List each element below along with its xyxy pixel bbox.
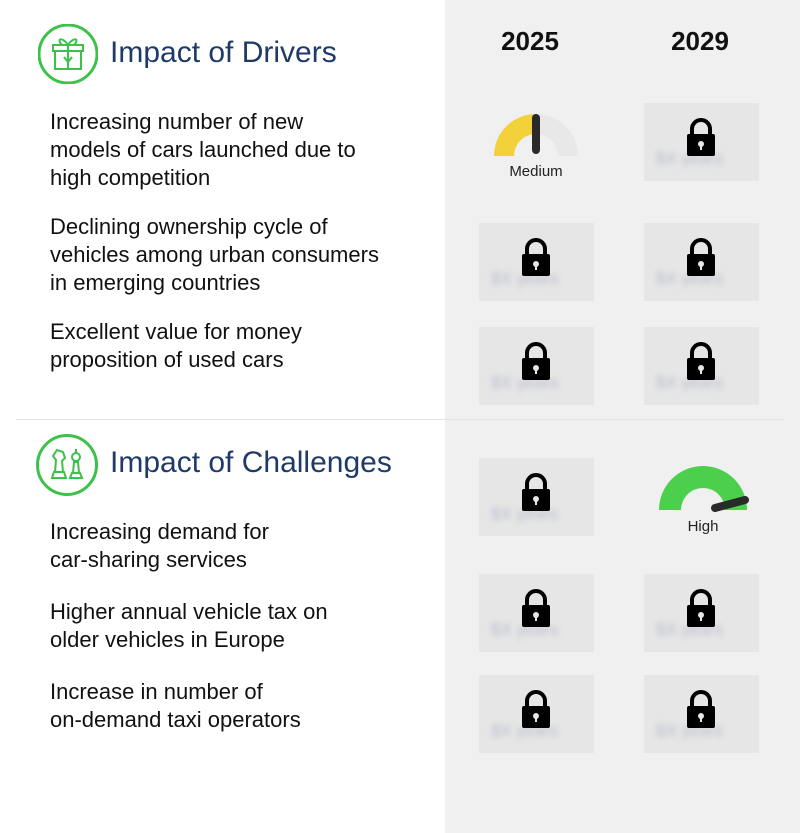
challenge-row-2-label: Higher annual vehicle tax on older vehic… <box>50 599 328 652</box>
lock-icon <box>687 118 715 156</box>
lock-icon <box>687 238 715 276</box>
driver-row-1-label: Increasing number of new models of cars … <box>50 109 356 190</box>
lock-icon <box>522 342 550 380</box>
locked-cell[interactable]: $X years <box>479 574 594 652</box>
locked-cell[interactable]: $X years <box>644 675 759 753</box>
challenge-row-1-label: Increasing demand for car-sharing servic… <box>50 519 269 572</box>
lock-icon <box>687 342 715 380</box>
challenges-title: Impact of Challenges <box>110 446 392 479</box>
lock-icon <box>687 589 715 627</box>
driver-row-3-label: Excellent value for money proposition of… <box>50 319 302 372</box>
impact-gauge-medium: Medium <box>486 110 586 190</box>
locked-cell[interactable]: $X years <box>644 223 759 301</box>
locked-cell[interactable]: $X years <box>479 675 594 753</box>
lock-icon <box>522 473 550 511</box>
locked-cell[interactable]: $X years <box>644 103 759 181</box>
chess-pieces-icon <box>36 434 98 496</box>
lock-icon <box>522 589 550 627</box>
locked-cell[interactable]: $X years <box>644 327 759 405</box>
lock-icon <box>687 690 715 728</box>
section-divider <box>16 419 784 420</box>
locked-cell[interactable]: $X years <box>479 223 594 301</box>
gauge-label-medium: Medium <box>509 163 563 180</box>
gauge-label-high: High <box>687 518 719 535</box>
year-header-2029: 2029 <box>671 26 729 56</box>
impact-gauge-high: High <box>653 464 753 544</box>
locked-cell[interactable]: $X years <box>479 327 594 405</box>
locked-cell[interactable]: $X years <box>479 458 594 536</box>
year-header-2025: 2025 <box>501 26 559 56</box>
drivers-title: Impact of Drivers <box>110 36 337 69</box>
locked-cell[interactable]: $X years <box>644 574 759 652</box>
gift-box-icon <box>37 23 99 85</box>
lock-icon <box>522 690 550 728</box>
driver-row-2-label: Declining ownership cycle of vehicles am… <box>50 214 379 295</box>
challenge-row-3-label: Increase in number of on-demand taxi ope… <box>50 679 301 732</box>
lock-icon <box>522 238 550 276</box>
